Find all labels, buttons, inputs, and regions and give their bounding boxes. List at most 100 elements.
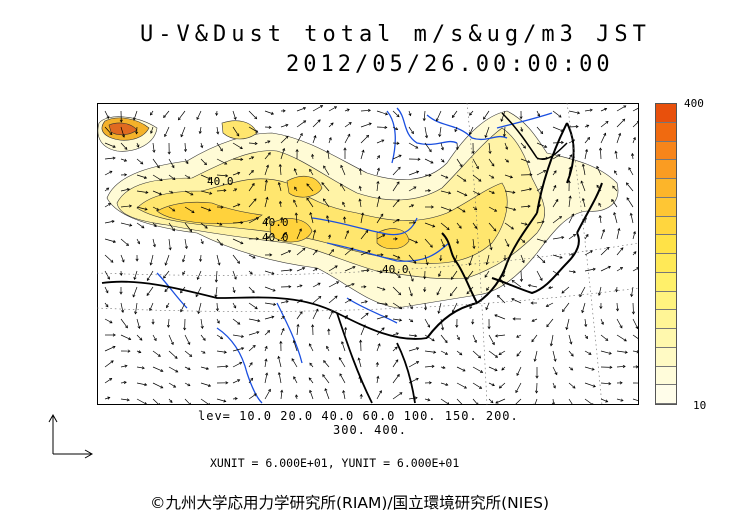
- wind-vector-shaft: [472, 382, 482, 389]
- wind-vector-head: [313, 229, 317, 233]
- wind-vector-shaft: [568, 350, 574, 357]
- wind-vector-head: [223, 399, 227, 403]
- wind-vector-head: [384, 125, 388, 130]
- colorbar-segment: [656, 272, 676, 292]
- wind-vector-head: [358, 167, 363, 172]
- colorbar-segment: [656, 347, 676, 367]
- wind-vector-shaft: [280, 300, 289, 304]
- wind-vector-head: [289, 268, 293, 272]
- wind-vector-shaft: [472, 398, 479, 405]
- wind-vector-shaft: [184, 190, 194, 196]
- wind-vector-head: [240, 241, 244, 245]
- river: [311, 217, 418, 236]
- wind-vector-shaft: [104, 318, 113, 324]
- wind-vector-shaft: [511, 298, 522, 304]
- wind-vector-head: [376, 375, 380, 379]
- wind-vector-shaft: [322, 374, 330, 384]
- wind-vector-head: [431, 338, 435, 342]
- wind-vector-shaft: [424, 158, 434, 164]
- wind-vector-head: [397, 166, 401, 170]
- wind-vector-shaft: [323, 165, 330, 176]
- wind-vector-head: [379, 270, 383, 274]
- wind-vector-head: [620, 247, 624, 251]
- wind-vector-head: [427, 189, 431, 193]
- wind-vector-head: [622, 364, 626, 369]
- wind-vector-head: [379, 390, 382, 394]
- wind-vector-shaft: [264, 197, 268, 208]
- wind-vector-head: [205, 366, 210, 371]
- wind-vector-shaft: [516, 350, 522, 357]
- wind-vector-shaft: [552, 350, 556, 362]
- wind-vector-shaft: [120, 318, 128, 329]
- wind-vector-head: [413, 221, 417, 225]
- country-border: [576, 182, 603, 234]
- wind-vector-shaft: [104, 187, 109, 192]
- wind-vector-head: [417, 157, 421, 161]
- wind-vector-shaft: [120, 142, 128, 150]
- wind-vector-shaft: [147, 270, 154, 281]
- wind-vector-head: [396, 219, 400, 222]
- wind-vector-head: [617, 227, 621, 231]
- wind-vector-head: [540, 131, 544, 135]
- wind-vector-shaft: [408, 286, 413, 297]
- wind-vector-head: [163, 115, 167, 119]
- wind-vector-head: [366, 134, 370, 138]
- wind-vector-shaft: [312, 249, 318, 256]
- wind-vector-shaft: [168, 238, 171, 250]
- wind-vector-shaft: [456, 190, 467, 196]
- wind-vector-shaft: [392, 318, 402, 321]
- wind-vector-head: [451, 309, 455, 313]
- wind-vector-shaft: [167, 318, 170, 328]
- wind-vector-shaft: [456, 398, 464, 405]
- wind-vector-shaft: [232, 254, 240, 264]
- wind-vector-shaft: [488, 366, 498, 371]
- wind-vector-shaft: [323, 360, 330, 368]
- wind-vector-head: [544, 144, 548, 148]
- wind-vector-head: [609, 365, 613, 369]
- wind-vector-head: [149, 307, 153, 312]
- wind-vector-shaft: [248, 183, 255, 192]
- wind-vector-shaft: [408, 302, 413, 309]
- wind-vector-shaft: [264, 372, 268, 384]
- wind-vector-shaft: [184, 222, 192, 232]
- wind-vector-shaft: [536, 142, 547, 148]
- wind-vector-head: [430, 160, 434, 164]
- wind-vector-head: [579, 294, 583, 298]
- wind-vector-head: [110, 360, 114, 364]
- wind-vector-head: [140, 161, 144, 165]
- wind-vector-shaft: [327, 150, 330, 160]
- wind-vector-shaft: [264, 330, 270, 336]
- wind-vector-head: [636, 350, 639, 354]
- wind-vector-head: [623, 105, 627, 109]
- wind-vector-shaft: [536, 126, 543, 134]
- wind-vector-head: [342, 201, 345, 205]
- wind-vector-head: [323, 165, 326, 169]
- wind-vector-head: [157, 403, 161, 405]
- wind-vector-shaft: [536, 110, 540, 117]
- wind-vector-shaft: [232, 172, 240, 176]
- wind-vector-head: [145, 190, 149, 194]
- wind-vector-shaft: [552, 185, 557, 192]
- wind-vector-shaft: [280, 124, 289, 128]
- wind-vector-head: [478, 355, 482, 359]
- wind-vector-shaft: [232, 398, 238, 400]
- wind-vector-head: [232, 290, 236, 294]
- wind-vector-shaft: [136, 318, 140, 329]
- wind-vector-head: [605, 120, 609, 124]
- wind-vector-shaft: [600, 382, 611, 385]
- wind-vector-head: [364, 300, 368, 304]
- wind-vector-shaft: [552, 254, 563, 259]
- wind-vector-head: [453, 259, 457, 264]
- wind-vector-shaft: [342, 390, 346, 400]
- wind-vector-head: [410, 278, 414, 282]
- wind-vector-shaft: [293, 340, 298, 352]
- wind-vector-head: [422, 118, 426, 122]
- wind-vector-head: [586, 124, 590, 128]
- wind-vector-shaft: [358, 357, 362, 368]
- wind-vector-head: [519, 116, 523, 120]
- wind-vector-shaft: [136, 382, 147, 386]
- wind-vector-head: [382, 287, 386, 291]
- wind-vector-shaft: [376, 213, 384, 224]
- wind-vector-head: [603, 132, 607, 136]
- wind-vector-head: [396, 181, 400, 185]
